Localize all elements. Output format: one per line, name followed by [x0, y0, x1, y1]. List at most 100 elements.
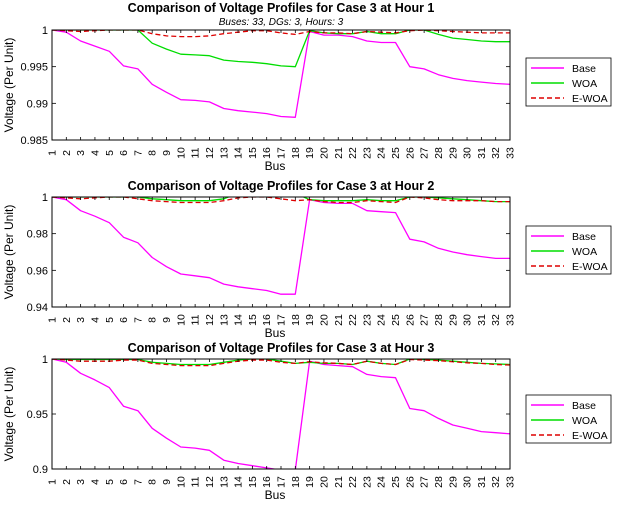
x-tick-label: 2 — [61, 317, 73, 323]
x-tick-label: 13 — [218, 476, 230, 488]
y-tick-label: 1 — [42, 354, 48, 366]
x-tick-label: 3 — [75, 150, 87, 156]
legend-label: E-WOA — [572, 261, 608, 273]
x-tick-label: 20 — [318, 314, 330, 326]
x-tick-label: 1 — [47, 317, 59, 323]
x-tick-label: 12 — [204, 147, 216, 159]
legend-label: E-WOA — [572, 93, 608, 105]
x-tick-label: 30 — [462, 476, 474, 488]
x-tick-label: 10 — [175, 476, 187, 488]
x-tick-label: 8 — [147, 479, 159, 485]
y-tick-label: 0.96 — [27, 265, 48, 277]
x-tick-label: 18 — [290, 147, 302, 159]
x-tick-label: 14 — [233, 476, 245, 488]
x-tick-label: 21 — [333, 314, 345, 326]
series-line-base — [52, 197, 510, 295]
x-tick-label: 18 — [290, 314, 302, 326]
x-tick-label: 15 — [247, 314, 259, 326]
y-tick-label: 0.95 — [27, 409, 48, 421]
x-tick-label: 25 — [390, 476, 402, 488]
x-tick-label: 9 — [161, 479, 173, 485]
x-axis-label: Bus — [265, 326, 286, 340]
x-tick-label: 24 — [376, 147, 388, 159]
x-tick-label: 20 — [318, 476, 330, 488]
x-tick-label: 3 — [75, 317, 87, 323]
series-group — [52, 359, 510, 469]
x-tick-label: 24 — [376, 476, 388, 488]
y-axis-label: Voltage (Per Unit) — [2, 367, 16, 462]
y-tick-label: 0.98 — [27, 229, 48, 241]
series-line-e-woa — [52, 359, 510, 367]
x-tick-label: 27 — [419, 147, 431, 159]
chart-title: Comparison of Voltage Profiles for Case … — [128, 179, 435, 193]
x-axis-label: Bus — [265, 488, 286, 502]
y-tick-label: 0.995 — [20, 62, 48, 74]
x-tick-label: 16 — [261, 147, 273, 159]
legend-label: WOA — [572, 78, 597, 90]
x-tick-label: 30 — [462, 314, 474, 326]
x-tick-label: 10 — [175, 147, 187, 159]
x-tick-label: 3 — [75, 479, 87, 485]
x-tick-label: 8 — [147, 150, 159, 156]
x-tick-label: 15 — [247, 476, 259, 488]
x-tick-label: 19 — [304, 476, 316, 488]
x-tick-label: 17 — [276, 147, 288, 159]
x-tick-label: 14 — [233, 147, 245, 159]
x-tick-label: 6 — [118, 150, 130, 156]
legend-label: Base — [572, 63, 596, 75]
x-tick-label: 30 — [462, 147, 474, 159]
x-tick-label: 11 — [190, 147, 202, 158]
x-tick-label: 19 — [304, 147, 316, 159]
x-tick-label: 1 — [47, 479, 59, 485]
legend: Base WOA E-WOA — [525, 225, 612, 275]
x-tick-label: 20 — [318, 147, 330, 159]
chart-title: Comparison of Voltage Profiles for Case … — [128, 1, 435, 15]
series-group — [52, 30, 510, 118]
chart-panel-1: Comparison of Voltage Profiles for Case … — [2, 1, 612, 173]
x-tick-label: 29 — [447, 147, 459, 159]
x-tick-label: 21 — [333, 476, 345, 488]
y-tick-label: 0.985 — [20, 135, 48, 147]
series-line-base — [52, 30, 510, 118]
x-tick-label: 11 — [190, 476, 202, 487]
x-tick-label: 7 — [132, 317, 144, 323]
x-tick-label: 31 — [476, 147, 488, 159]
plot-frame — [51, 29, 511, 141]
x-tick-label: 7 — [132, 150, 144, 156]
x-tick-label: 6 — [118, 317, 130, 323]
x-tick-label: 22 — [347, 147, 359, 159]
plot-frame — [51, 358, 511, 470]
x-tick-label: 11 — [190, 314, 202, 325]
x-tick-label: 5 — [104, 479, 116, 485]
x-tick-label: 7 — [132, 479, 144, 485]
x-tick-label: 17 — [276, 476, 288, 488]
x-tick-label: 33 — [505, 314, 517, 326]
x-tick-label: 2 — [61, 150, 73, 156]
x-tick-label: 10 — [175, 314, 187, 326]
series-group — [52, 197, 510, 295]
x-tick-label: 27 — [419, 314, 431, 326]
y-axis-label: Voltage (Per Unit) — [2, 38, 16, 133]
x-tick-label: 32 — [490, 314, 502, 326]
x-tick-label: 1 — [47, 150, 59, 156]
x-tick-label: 14 — [233, 314, 245, 326]
legend-label: Base — [572, 400, 596, 412]
x-tick-label: 5 — [104, 317, 116, 323]
x-tick-label: 12 — [204, 314, 216, 326]
x-tick-label: 23 — [361, 476, 373, 488]
x-tick-label: 5 — [104, 150, 116, 156]
x-tick-label: 9 — [161, 317, 173, 323]
x-tick-label: 25 — [390, 314, 402, 326]
y-tick-label: 0.99 — [27, 98, 48, 110]
chart-panel-2: Comparison of Voltage Profiles for Case … — [2, 179, 612, 340]
x-tick-label: 4 — [89, 479, 101, 485]
x-tick-label: 28 — [433, 314, 445, 326]
series-line-base — [52, 359, 510, 469]
x-tick-label: 9 — [161, 150, 173, 156]
legend-label: Base — [572, 231, 596, 243]
x-tick-label: 21 — [333, 147, 345, 159]
x-tick-label: 19 — [304, 314, 316, 326]
x-tick-label: 28 — [433, 147, 445, 159]
x-tick-label: 29 — [447, 314, 459, 326]
x-tick-label: 32 — [490, 147, 502, 159]
